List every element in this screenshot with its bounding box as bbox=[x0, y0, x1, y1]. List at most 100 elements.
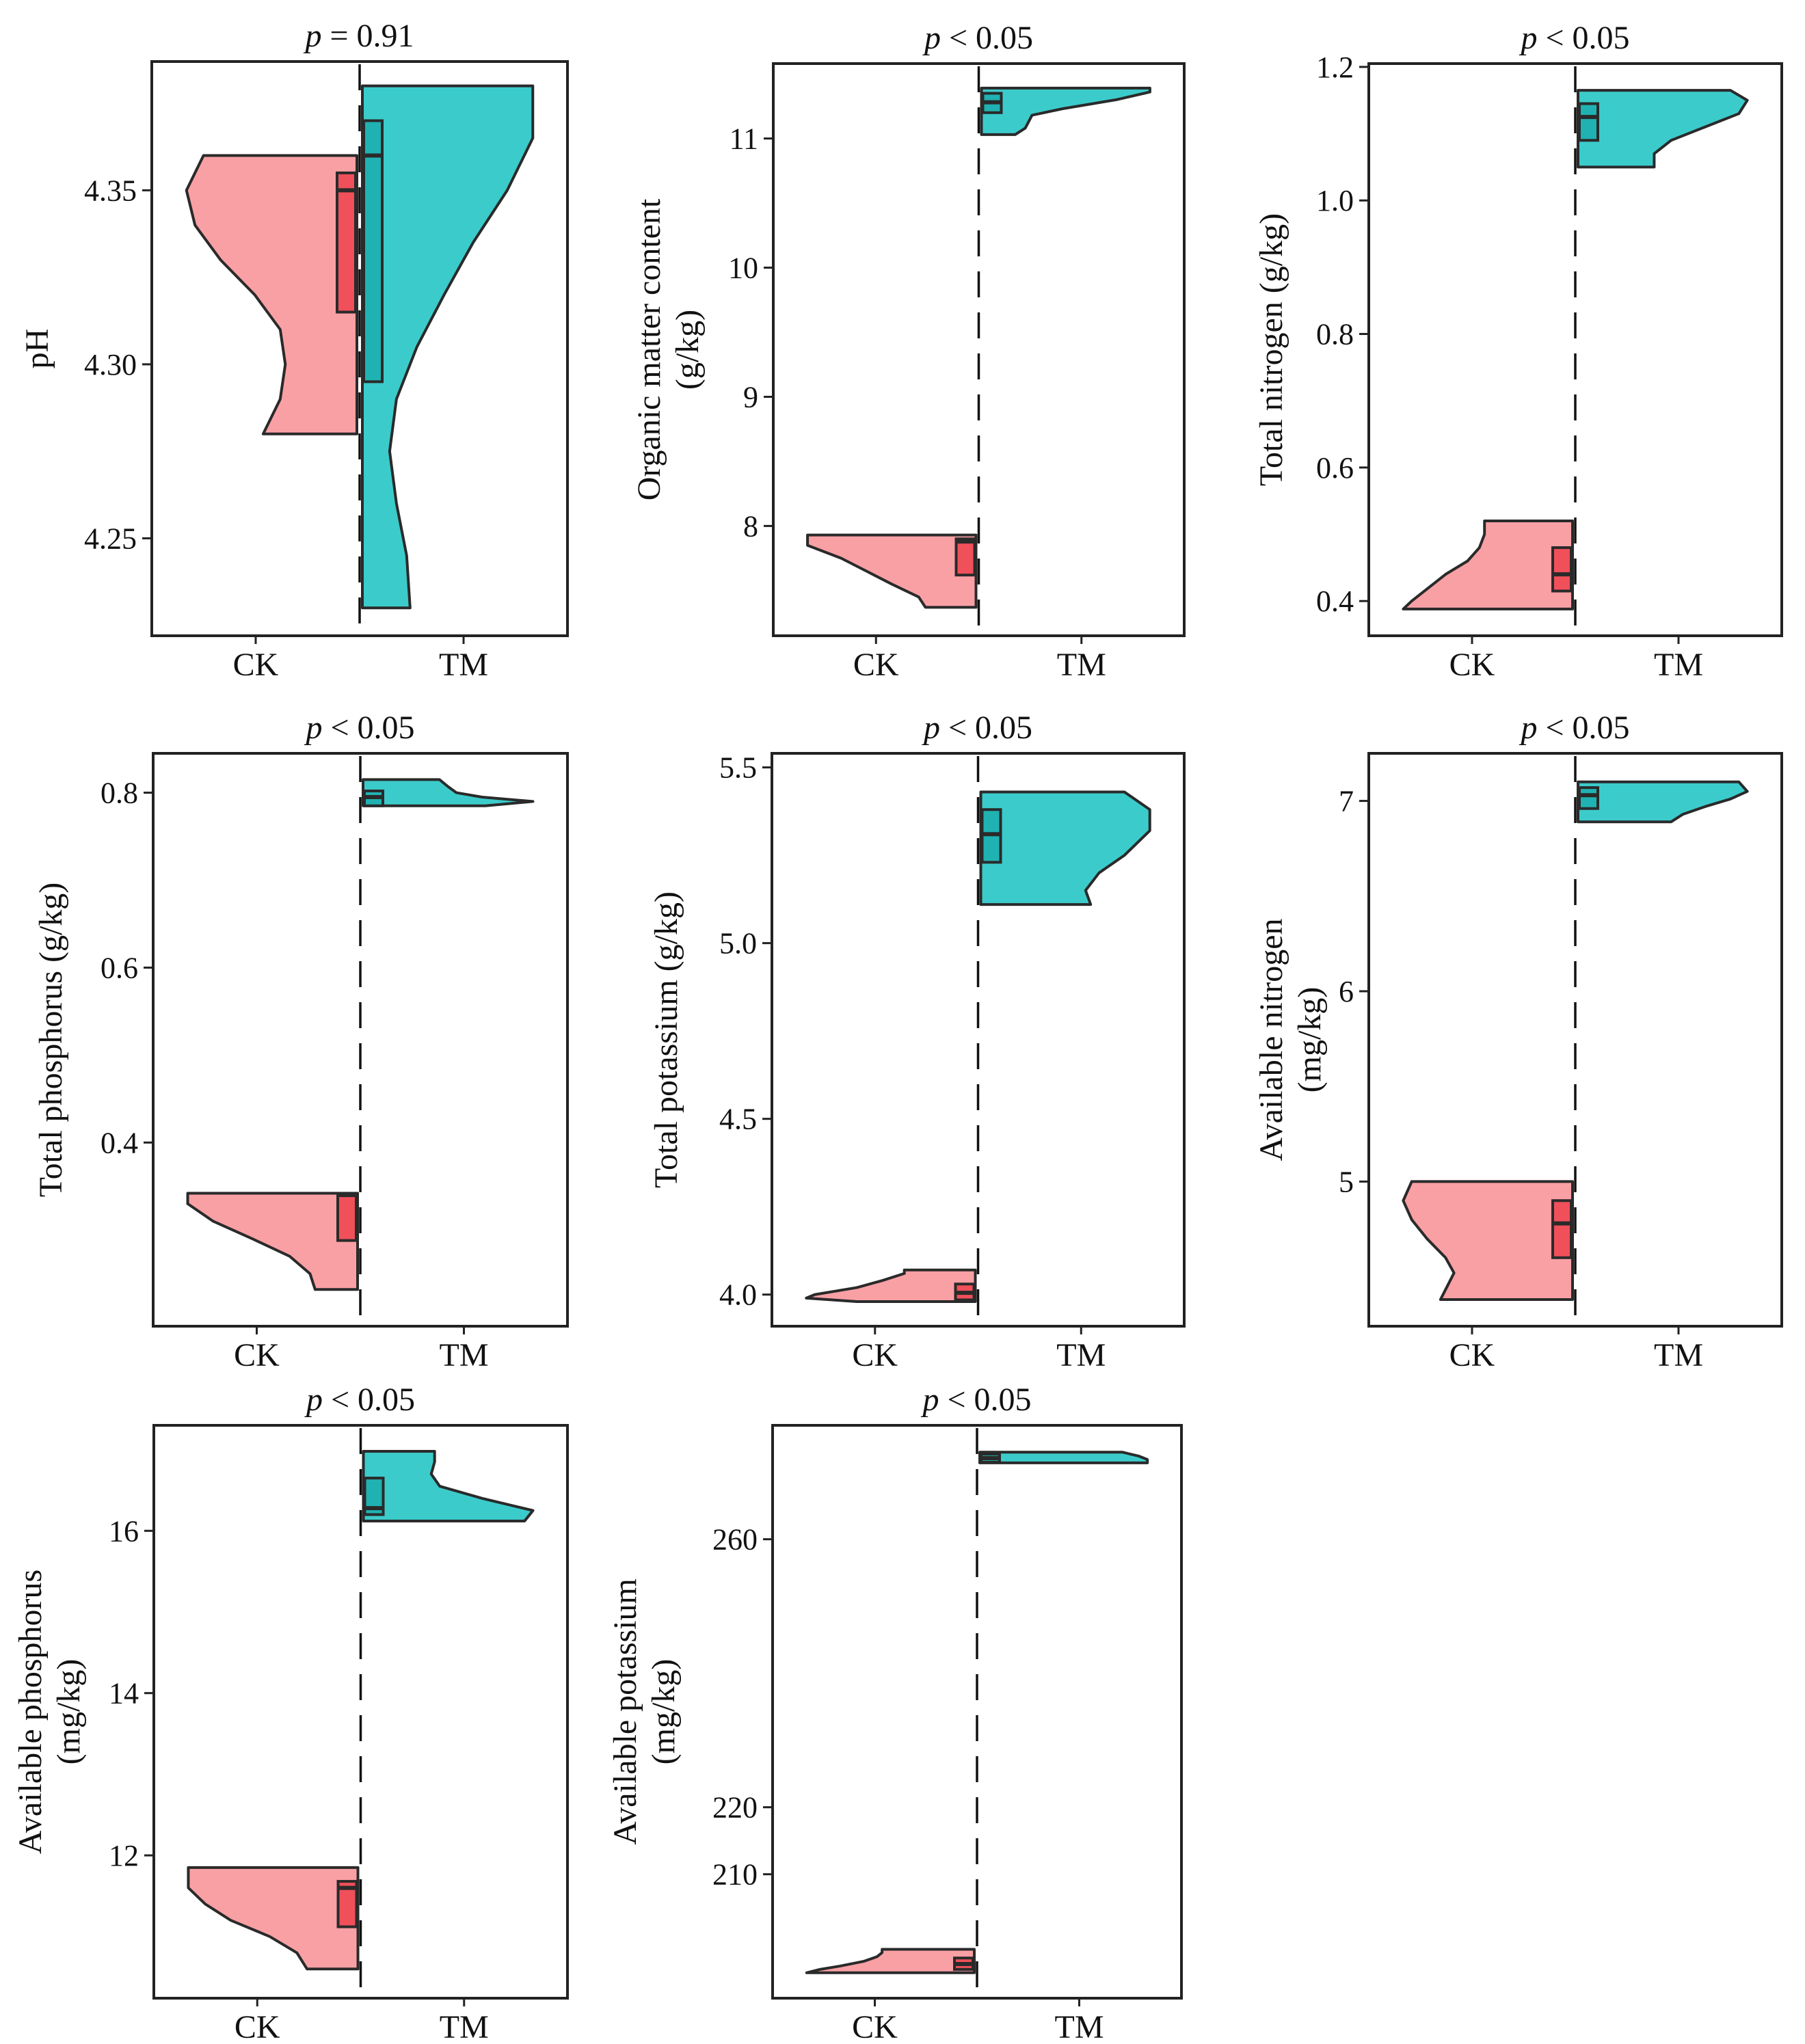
panel-title: p < 0.05 bbox=[1519, 710, 1629, 746]
y-tick-label: 210 bbox=[712, 1858, 758, 1892]
category-label-tm: TM bbox=[1654, 647, 1703, 683]
violin-tm bbox=[1577, 89, 1749, 169]
panel-title: p < 0.05 bbox=[1519, 20, 1629, 56]
category-label-ck: CK bbox=[1449, 1337, 1495, 1373]
violin-tm bbox=[980, 86, 1151, 136]
y-axis-label: Organic matter content(g/kg) bbox=[631, 198, 706, 500]
p-symbol: p bbox=[304, 710, 322, 746]
boxplot-ck bbox=[336, 1192, 358, 1242]
category-label-tm: TM bbox=[1057, 647, 1106, 683]
panel-title: p < 0.05 bbox=[304, 710, 414, 746]
boxplot-tm bbox=[1578, 102, 1599, 142]
y-tick-label: 0.8 bbox=[101, 777, 138, 810]
p-symbol: p bbox=[304, 1382, 323, 1418]
y-axis-label: pH bbox=[19, 329, 55, 369]
y-tick-label: 0.6 bbox=[1316, 451, 1354, 485]
y-tick-label: 1.2 bbox=[1316, 51, 1354, 84]
p-symbol: p bbox=[920, 1382, 939, 1418]
y-tick-label: 12 bbox=[109, 1839, 139, 1872]
boxplot-ck bbox=[1551, 1199, 1573, 1259]
y-tick-label: 4.30 bbox=[84, 348, 137, 381]
y-tick-label: 0.4 bbox=[1316, 584, 1354, 618]
y-tick-label: 6 bbox=[1339, 975, 1354, 1008]
y-tick-label: 9 bbox=[743, 380, 758, 414]
violin-ck bbox=[805, 1268, 977, 1304]
category-label-ck: CK bbox=[235, 2009, 280, 2044]
p-value: < 0.05 bbox=[940, 710, 1032, 746]
y-tick-label: 4.5 bbox=[719, 1103, 757, 1136]
boxplot-ck bbox=[954, 537, 976, 577]
category-label-tm: TM bbox=[1654, 1337, 1703, 1373]
panel-7: p < 0.05 12 14 16 Available phosphorus(mg/kg… bbox=[12, 1382, 569, 2044]
y-axis-label: Available phosphorus(mg/kg) bbox=[12, 1570, 87, 1854]
category-label-tm: TM bbox=[440, 2009, 489, 2044]
panel-title: p < 0.05 bbox=[304, 1382, 415, 1418]
y-axis-label-line: Total nitrogen (g/kg) bbox=[1253, 213, 1289, 486]
violin-tm bbox=[362, 778, 535, 807]
violin-tm bbox=[978, 1451, 1149, 1464]
panel-title: p < 0.05 bbox=[922, 710, 1032, 746]
y-axis-label-line: Total potassium (g/kg) bbox=[648, 891, 684, 1188]
violin-ck bbox=[806, 533, 978, 609]
y-tick-label: 16 bbox=[109, 1514, 139, 1548]
y-tick-label: 7 bbox=[1339, 785, 1354, 818]
violin-ck bbox=[186, 1192, 359, 1291]
y-tick-label: 10 bbox=[728, 252, 758, 285]
panel-4: p < 0.05 0.4 0.6 0.8 Total phosphorus (g/kg)… bbox=[33, 710, 569, 1373]
y-tick-label: 0.4 bbox=[101, 1126, 138, 1159]
violin-ck bbox=[185, 154, 358, 435]
category-label-ck: CK bbox=[234, 1337, 280, 1373]
p-symbol: p bbox=[1519, 710, 1537, 746]
p-symbol: p bbox=[922, 710, 940, 746]
y-axis-label-line: Available phosphorus bbox=[12, 1570, 49, 1854]
panel-title: p < 0.05 bbox=[920, 1382, 1031, 1418]
boxplot-ck bbox=[1551, 546, 1573, 593]
panel-2: p < 0.05 8 9 10 11 Organic matter content(g/k… bbox=[631, 20, 1186, 683]
y-tick-label: 4.0 bbox=[719, 1278, 757, 1312]
category-label-tm: TM bbox=[1056, 1337, 1106, 1373]
violin-tm bbox=[361, 84, 535, 610]
category-label-ck: CK bbox=[853, 647, 899, 683]
y-tick-label: 0.6 bbox=[101, 951, 138, 984]
category-label-ck: CK bbox=[1449, 647, 1495, 683]
violin-ck bbox=[805, 1948, 976, 1974]
y-axis-label-line: Total phosphorus (g/kg) bbox=[33, 883, 69, 1198]
y-axis-label-line: pH bbox=[19, 329, 55, 369]
y-axis-label-line: Available nitrogen bbox=[1253, 919, 1289, 1161]
y-axis-label: Available potassium(mg/kg) bbox=[607, 1578, 682, 1845]
y-axis-label-line: Organic matter content bbox=[631, 198, 667, 500]
y-axis-label: Total potassium (g/kg) bbox=[648, 891, 684, 1188]
violin-ck bbox=[1402, 1180, 1574, 1302]
panel-6: p < 0.05 5 6 7 Available nitrogen(mg/kg) CK TM bbox=[1253, 710, 1783, 1373]
category-label-ck: CK bbox=[852, 2009, 898, 2044]
boxplot-ck bbox=[336, 171, 357, 314]
y-tick-label: 8 bbox=[743, 509, 758, 543]
category-label-tm: TM bbox=[440, 1337, 489, 1373]
panel-title: p < 0.05 bbox=[922, 20, 1033, 56]
y-axis-label: Total nitrogen (g/kg) bbox=[1253, 213, 1289, 486]
y-axis-label-line: Available potassium bbox=[607, 1578, 643, 1845]
boxplot-tm bbox=[362, 119, 384, 384]
p-symbol: p bbox=[1519, 20, 1537, 56]
y-axis-label: Total phosphorus (g/kg) bbox=[33, 883, 69, 1198]
y-tick-label: 260 bbox=[712, 1523, 758, 1557]
y-tick-label: 220 bbox=[712, 1791, 758, 1825]
y-axis-label-line: (mg/kg) bbox=[1292, 987, 1328, 1093]
panel-3: p < 0.05 0.4 0.6 0.8 1.0 1.2 Total nitrogen (g… bbox=[1253, 20, 1783, 683]
violin-tm bbox=[1577, 780, 1749, 824]
p-value: < 0.05 bbox=[1537, 710, 1629, 746]
y-tick-label: 0.8 bbox=[1316, 318, 1354, 351]
y-tick-label: 11 bbox=[730, 122, 758, 156]
y-tick-label: 5 bbox=[1339, 1165, 1354, 1198]
p-value: = 0.91 bbox=[321, 18, 414, 54]
y-axis-label-line: (mg/kg) bbox=[645, 1659, 682, 1765]
panel-8: p < 0.05 210 220 260 Available potassium(mg/… bbox=[607, 1382, 1183, 2044]
boxplot-tm bbox=[1578, 786, 1599, 810]
y-tick-label: 5.5 bbox=[719, 751, 757, 785]
p-value: < 0.05 bbox=[322, 710, 414, 746]
panel-title: p = 0.91 bbox=[303, 18, 414, 54]
y-axis-label-line: (mg/kg) bbox=[51, 1659, 87, 1765]
p-value: < 0.05 bbox=[941, 20, 1033, 56]
panel-1: p = 0.91 4.25 4.30 4.35 pH CK TM bbox=[19, 18, 569, 683]
